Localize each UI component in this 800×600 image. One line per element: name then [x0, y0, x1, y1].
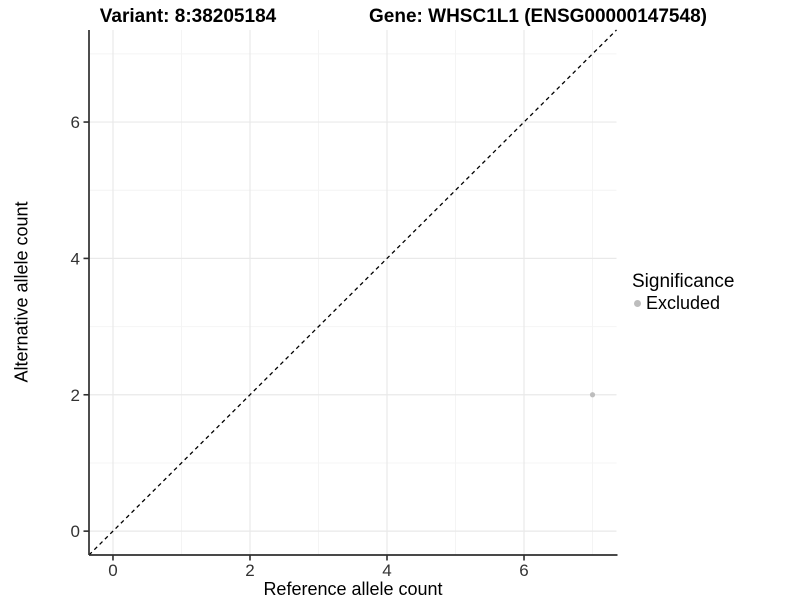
gene-title: Gene: WHSC1L1 (ENSG00000147548): [369, 6, 707, 27]
data-point: [589, 392, 596, 398]
legend-item-excluded: Excluded: [630, 293, 734, 313]
legend-point-icon: [634, 299, 641, 307]
y-axis-label: Alternative allele count: [11, 201, 32, 383]
y-tick-label: 0: [71, 522, 80, 541]
legend-title: Significance: [632, 271, 735, 292]
y-tick-label: 6: [71, 113, 80, 132]
x-tick-label: 4: [382, 561, 391, 580]
y-tick-label: 4: [71, 249, 80, 268]
x-tick-label: 0: [108, 561, 117, 580]
y-tick-label: 2: [71, 386, 80, 405]
x-axis-label: Reference allele count: [263, 579, 443, 599]
legend-item-label: Excluded: [646, 293, 721, 313]
variant-title: Variant: 8:38205184: [99, 6, 277, 27]
x-tick-label: 6: [519, 561, 528, 580]
identity-reference-line: [88, 29, 617, 556]
legend: Significance Excluded: [630, 271, 734, 313]
x-tick-label: 2: [245, 561, 254, 580]
